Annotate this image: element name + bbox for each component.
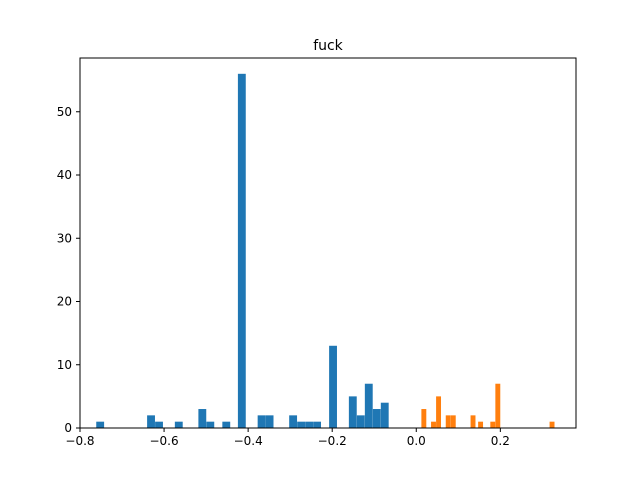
histogram-bar [147,415,155,428]
x-tick-label: 0.2 [491,434,510,448]
histogram-bar [313,421,322,428]
x-tick-label: −0.6 [149,434,178,448]
histogram-bar [206,421,215,428]
histogram-bar [155,421,163,428]
histogram-bar [421,409,427,428]
plot-frame [79,57,577,429]
y-tick-label: 0 [64,421,72,435]
histogram-bar [257,415,266,428]
histogram-bar [450,415,456,428]
x-tick-label: −0.8 [65,434,94,448]
y-tick-label: 40 [57,168,72,182]
y-tick-label: 20 [57,295,72,309]
histogram-bar [305,421,314,428]
chart-title: fuck [313,38,343,54]
histogram-bar [445,415,451,428]
histogram-bar [380,402,389,428]
histogram-bar [348,396,357,428]
histogram-bar [96,421,105,428]
histogram-bar [174,421,183,428]
x-axis: −0.8 −0.6 −0.4 −0.2 0.0 0.2 [65,428,510,448]
bars-group [96,73,555,429]
histogram-bar [549,421,555,428]
histogram-bar [372,409,381,428]
histogram-bar [356,415,365,428]
histogram-bar [237,73,246,429]
histogram-bar [297,421,306,428]
histogram-bar [470,415,476,428]
x-tick-label: −0.2 [318,434,347,448]
histogram-bar [222,421,231,428]
histogram-bar [431,421,436,428]
histogram-bar [495,383,501,428]
histogram-bar [289,415,298,428]
histogram-bar [198,409,207,428]
y-tick-label: 10 [57,358,72,372]
x-tick-label: −0.4 [234,434,263,448]
histogram-bar [265,415,274,428]
histogram-bar [436,396,442,428]
histogram-bar [329,345,337,428]
histogram-bar [478,421,484,428]
y-tick-label: 30 [57,231,72,245]
histogram-bar [490,421,496,428]
y-tick-label: 50 [57,105,72,119]
x-tick-label: 0.0 [407,434,426,448]
histogram-bar [364,383,373,428]
y-axis: 0 10 20 30 40 50 [57,105,80,435]
